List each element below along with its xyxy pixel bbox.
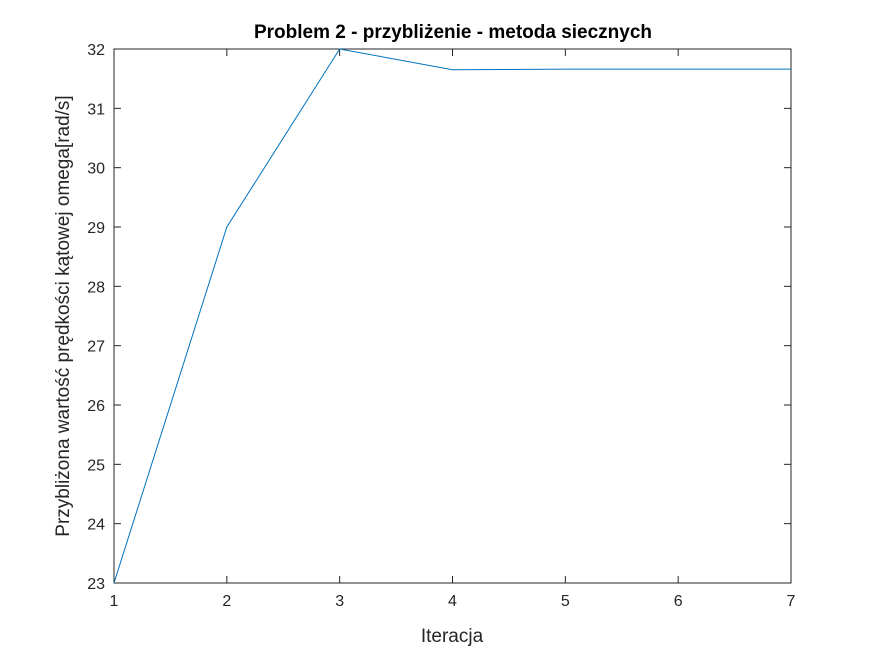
y-tick-label: 25 [87,457,105,474]
y-axis-title: Przybliżona wartość prędkości kątowej om… [53,95,74,536]
x-tick-label: 5 [561,593,570,610]
y-tick-label: 30 [87,161,105,178]
x-tick-label: 3 [335,593,344,610]
y-tick-label: 24 [87,517,105,534]
y-tick-label: 32 [87,42,105,59]
x-tick-label: 4 [448,593,457,610]
y-tick-label: 23 [87,576,105,593]
x-tick-label: 1 [110,593,119,610]
y-tick-label: 26 [87,398,105,415]
series-layer [113,48,791,584]
axes-box [113,48,792,584]
x-tick-label: 6 [674,593,683,610]
x-tick-label: 2 [222,593,231,610]
y-tick-label: 27 [87,339,105,356]
series-line [113,48,791,584]
y-tick-label: 28 [87,279,105,296]
y-axis: 23 24 25 26 27 28 29 30 31 32 [87,42,791,593]
x-axis: 1 2 3 4 5 6 7 [110,49,796,610]
y-tick-label: 31 [87,101,105,118]
y-tick-label: 29 [87,220,105,237]
chart-title: Problem 2 - przybliżenie - metoda sieczn… [254,22,652,43]
x-tick-label: 7 [787,593,796,610]
x-axis-title: Iteracja [421,626,484,647]
